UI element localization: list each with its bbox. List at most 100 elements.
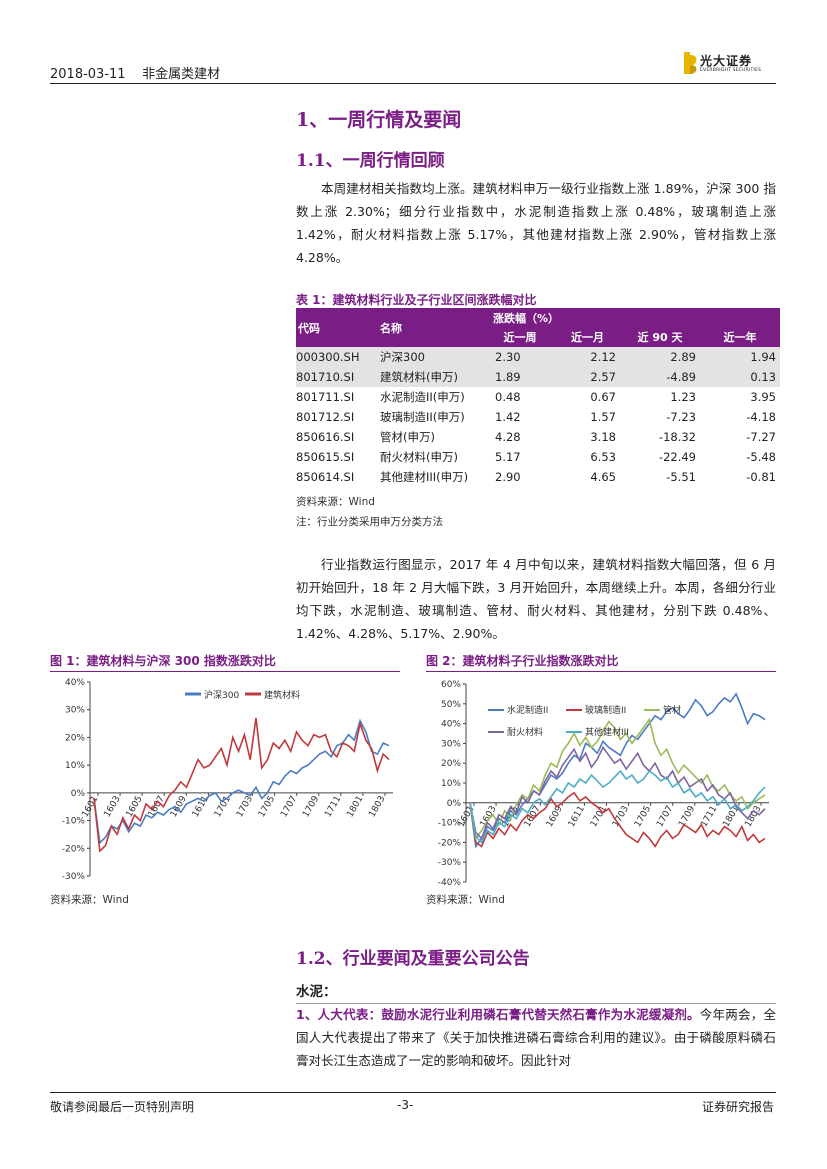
row-code: 801711.SI [296, 390, 355, 404]
y-tick-label: -30% [438, 858, 462, 868]
table-row: 801710.SI 建筑材料(申万) 1.89 2.57 -4.89 0.13 [296, 367, 780, 387]
table-row: 801711.SI 水泥制造II(申万) 0.48 0.67 1.23 3.95 [296, 387, 780, 407]
x-tick-label: 1609 [545, 804, 565, 829]
x-tick-label: 1803 [367, 794, 387, 819]
row-code: 850614.SI [296, 470, 355, 484]
row-value: 0.48 [495, 390, 521, 404]
header-divider [50, 83, 776, 84]
row-name: 水泥制造II(申万) [380, 390, 465, 404]
row-value: -5.48 [746, 450, 776, 464]
x-tick-label: 1703 [235, 794, 255, 819]
row-value: 1.23 [670, 390, 696, 404]
y-tick-label: -40% [438, 878, 462, 888]
news-item-1-body: 今年两会，全国人大代表提出了带来了《关于加快推进磷石膏综合利用的建议》。由于磷酸… [296, 1007, 776, 1068]
footer-report-type: 证券研究报告 [702, 1100, 775, 1114]
legend-label: 水泥制造II [507, 704, 548, 716]
chart-hs300-vs-building-materials: 40%30%20%10%0%-10%-20%-30%1601 1603 1605 16… [62, 678, 393, 882]
row-value: 5.17 [495, 450, 521, 464]
row-name: 耐火材料(申万) [380, 450, 458, 464]
row-name: 管材(申万) [380, 430, 435, 444]
news-item-1: 1、人大代表：鼓励水泥行业利用磷石膏代替天然石膏作为水泥缓凝剂。今年两会，全国人… [296, 1003, 776, 1072]
footer-divider [50, 1092, 776, 1093]
row-value: 1.42 [495, 410, 521, 424]
news-divider [296, 1003, 776, 1004]
y-tick-label: 40% [65, 678, 85, 688]
x-tick-label: 1705 [633, 804, 653, 829]
table-subheader-row: 近一周 近一月 近 90 天 近一年 [296, 327, 780, 347]
x-tick-label: 1709 [301, 794, 321, 819]
row-code: 850616.SI [296, 430, 355, 444]
chart-subindustry-indices: 60%50%40%30%20%10%0%-10%-20%-30%-40%1601… [438, 680, 769, 888]
header-date: 2018-03-11 [50, 67, 126, 82]
row-name: 建筑材料(申万) [380, 367, 485, 387]
legend-label: 耐火材料 [507, 726, 543, 738]
table-note: 注：行业分类采用申万分类方法 [296, 516, 443, 528]
y-tick-label: 60% [441, 680, 461, 690]
figure-2-source: 资料来源：Wind [426, 894, 505, 906]
header-period-1w: 近一周 [485, 327, 555, 347]
row-value: 3.95 [750, 390, 776, 404]
legend-label: 沪深300 [204, 689, 239, 701]
row-value: 2.57 [555, 367, 620, 387]
section-1-title: 1、一周行情及要闻 [296, 109, 462, 131]
x-tick-label: 1711 [323, 794, 343, 819]
header-date-sector: 2018-03-11 非金属类建材 [50, 63, 220, 82]
series-line-3 [469, 745, 766, 840]
legend-label: 管材 [663, 704, 681, 716]
row-value: 4.28 [495, 430, 521, 444]
row-code: 801712.SI [296, 410, 355, 424]
header-period-1m: 近一月 [555, 327, 620, 347]
row-value: -0.81 [746, 470, 776, 484]
y-tick-label: -30% [62, 872, 86, 882]
row-value: -22.49 [658, 450, 696, 464]
footer-disclaimer: 敬请参阅最后一页特别声明 [50, 1100, 195, 1114]
y-tick-label: 30% [441, 739, 461, 749]
figure-1-title: 图 1：建筑材料与沪深 300 指数涨跌对比 [50, 654, 276, 668]
header-code: 代码 [296, 309, 380, 347]
table-row: 850615.SI 耐火材料(申万) 5.17 6.53 -22.49 -5.48 [296, 447, 780, 467]
x-tick-label: 1707 [279, 794, 299, 819]
row-name: 玻璃制造II(申万) [380, 410, 465, 424]
y-tick-label: 10% [441, 779, 461, 789]
row-value: 2.12 [555, 347, 620, 367]
table-top-rule [296, 308, 780, 309]
table-row: 801712.SI 玻璃制造II(申万) 1.42 1.57 -7.23 -4.18 [296, 407, 780, 427]
table-row: 850616.SI 管材(申万) 4.28 3.18 -18.32 -7.27 [296, 427, 780, 447]
row-name: 其他建材III(申万) [380, 470, 469, 484]
figure-2-rule [426, 671, 776, 672]
series-line-1 [469, 791, 766, 848]
figure-1-rule [50, 671, 400, 672]
row-value: 4.65 [590, 470, 616, 484]
x-tick-label: 1603 [103, 794, 123, 819]
news-item-1-headline: 1、人大代表：鼓励水泥行业利用磷石膏代替天然石膏作为水泥缓凝剂。 [296, 1007, 700, 1022]
cement-subheading: 水泥： [296, 984, 337, 1000]
x-tick-label: 1609 [169, 794, 189, 819]
footer-page-number: -3- [397, 1098, 414, 1112]
row-code: 850615.SI [296, 450, 355, 464]
series-line-4 [469, 769, 766, 844]
x-tick-label: 1705 [257, 794, 277, 819]
row-value: 2.90 [495, 470, 521, 484]
y-tick-label: 20% [65, 733, 85, 743]
y-tick-label: -20% [62, 844, 86, 854]
figure-2-title: 图 2：建筑材料子行业指数涨跌对比 [426, 654, 619, 668]
header-change-group: 涨跌幅（%） [485, 309, 780, 327]
legend-label: 建筑材料 [264, 689, 300, 701]
table-row: 850614.SI 其他建材III(申万) 2.90 4.65 -5.51 -0.81 [296, 467, 780, 487]
series-line-0 [469, 692, 766, 849]
row-value: -4.18 [746, 410, 776, 424]
y-tick-label: 50% [441, 700, 461, 710]
paragraph-weekly-review: 本周建材相关指数均上涨。建筑材料申万一级行业指数上涨 1.89%，沪深 300 … [296, 181, 776, 265]
company-logo: 光大证券 EVERBRIGHT SECURITIES [684, 52, 761, 78]
row-value: 3.18 [590, 430, 616, 444]
row-value: 0.67 [590, 390, 616, 404]
table-title: 表 1：建筑材料行业及子行业区间涨跌幅对比 [296, 293, 537, 307]
y-tick-label: -10% [62, 817, 86, 827]
row-value: -18.32 [658, 430, 696, 444]
row-name: 沪深300 [380, 347, 485, 367]
table-header-row: 代码 名称 涨跌幅（%） [296, 309, 780, 347]
row-value: -7.27 [746, 430, 776, 444]
row-value: 0.13 [700, 367, 780, 387]
legend-label: 玻璃制造II [585, 704, 626, 716]
section-1-2-title: 1.2、行业要闻及重要公司公告 [296, 949, 530, 969]
